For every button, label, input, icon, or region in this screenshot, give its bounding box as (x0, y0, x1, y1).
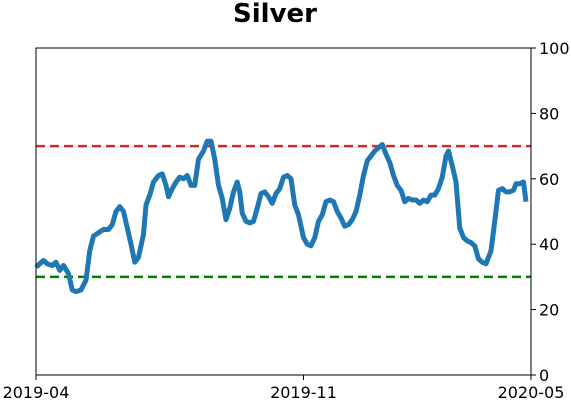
x-tick-label-2: 2020-05 (498, 383, 565, 402)
y-tick-label-100: 100 (539, 39, 570, 58)
y-tick-label-80: 80 (539, 104, 559, 123)
reference-lines (36, 144, 531, 279)
axes-frame (35, 47, 532, 376)
x-axis: 2019-04 2019-11 2020-05 (3, 375, 565, 402)
series-line-0 (34, 138, 529, 295)
y-tick-label-60: 60 (539, 170, 559, 189)
y-tick-label-0: 0 (539, 366, 549, 385)
series-layer (34, 138, 529, 295)
axes-border (35, 47, 532, 376)
x-tick-label-1: 2019-11 (270, 383, 337, 402)
chart-title: Silver (233, 0, 317, 29)
y-axis: 0 20 40 60 80 100 (531, 39, 570, 385)
x-tick-label-0: 2019-04 (3, 383, 70, 402)
y-tick-label-20: 20 (539, 301, 559, 320)
y-tick-label-40: 40 (539, 235, 559, 254)
